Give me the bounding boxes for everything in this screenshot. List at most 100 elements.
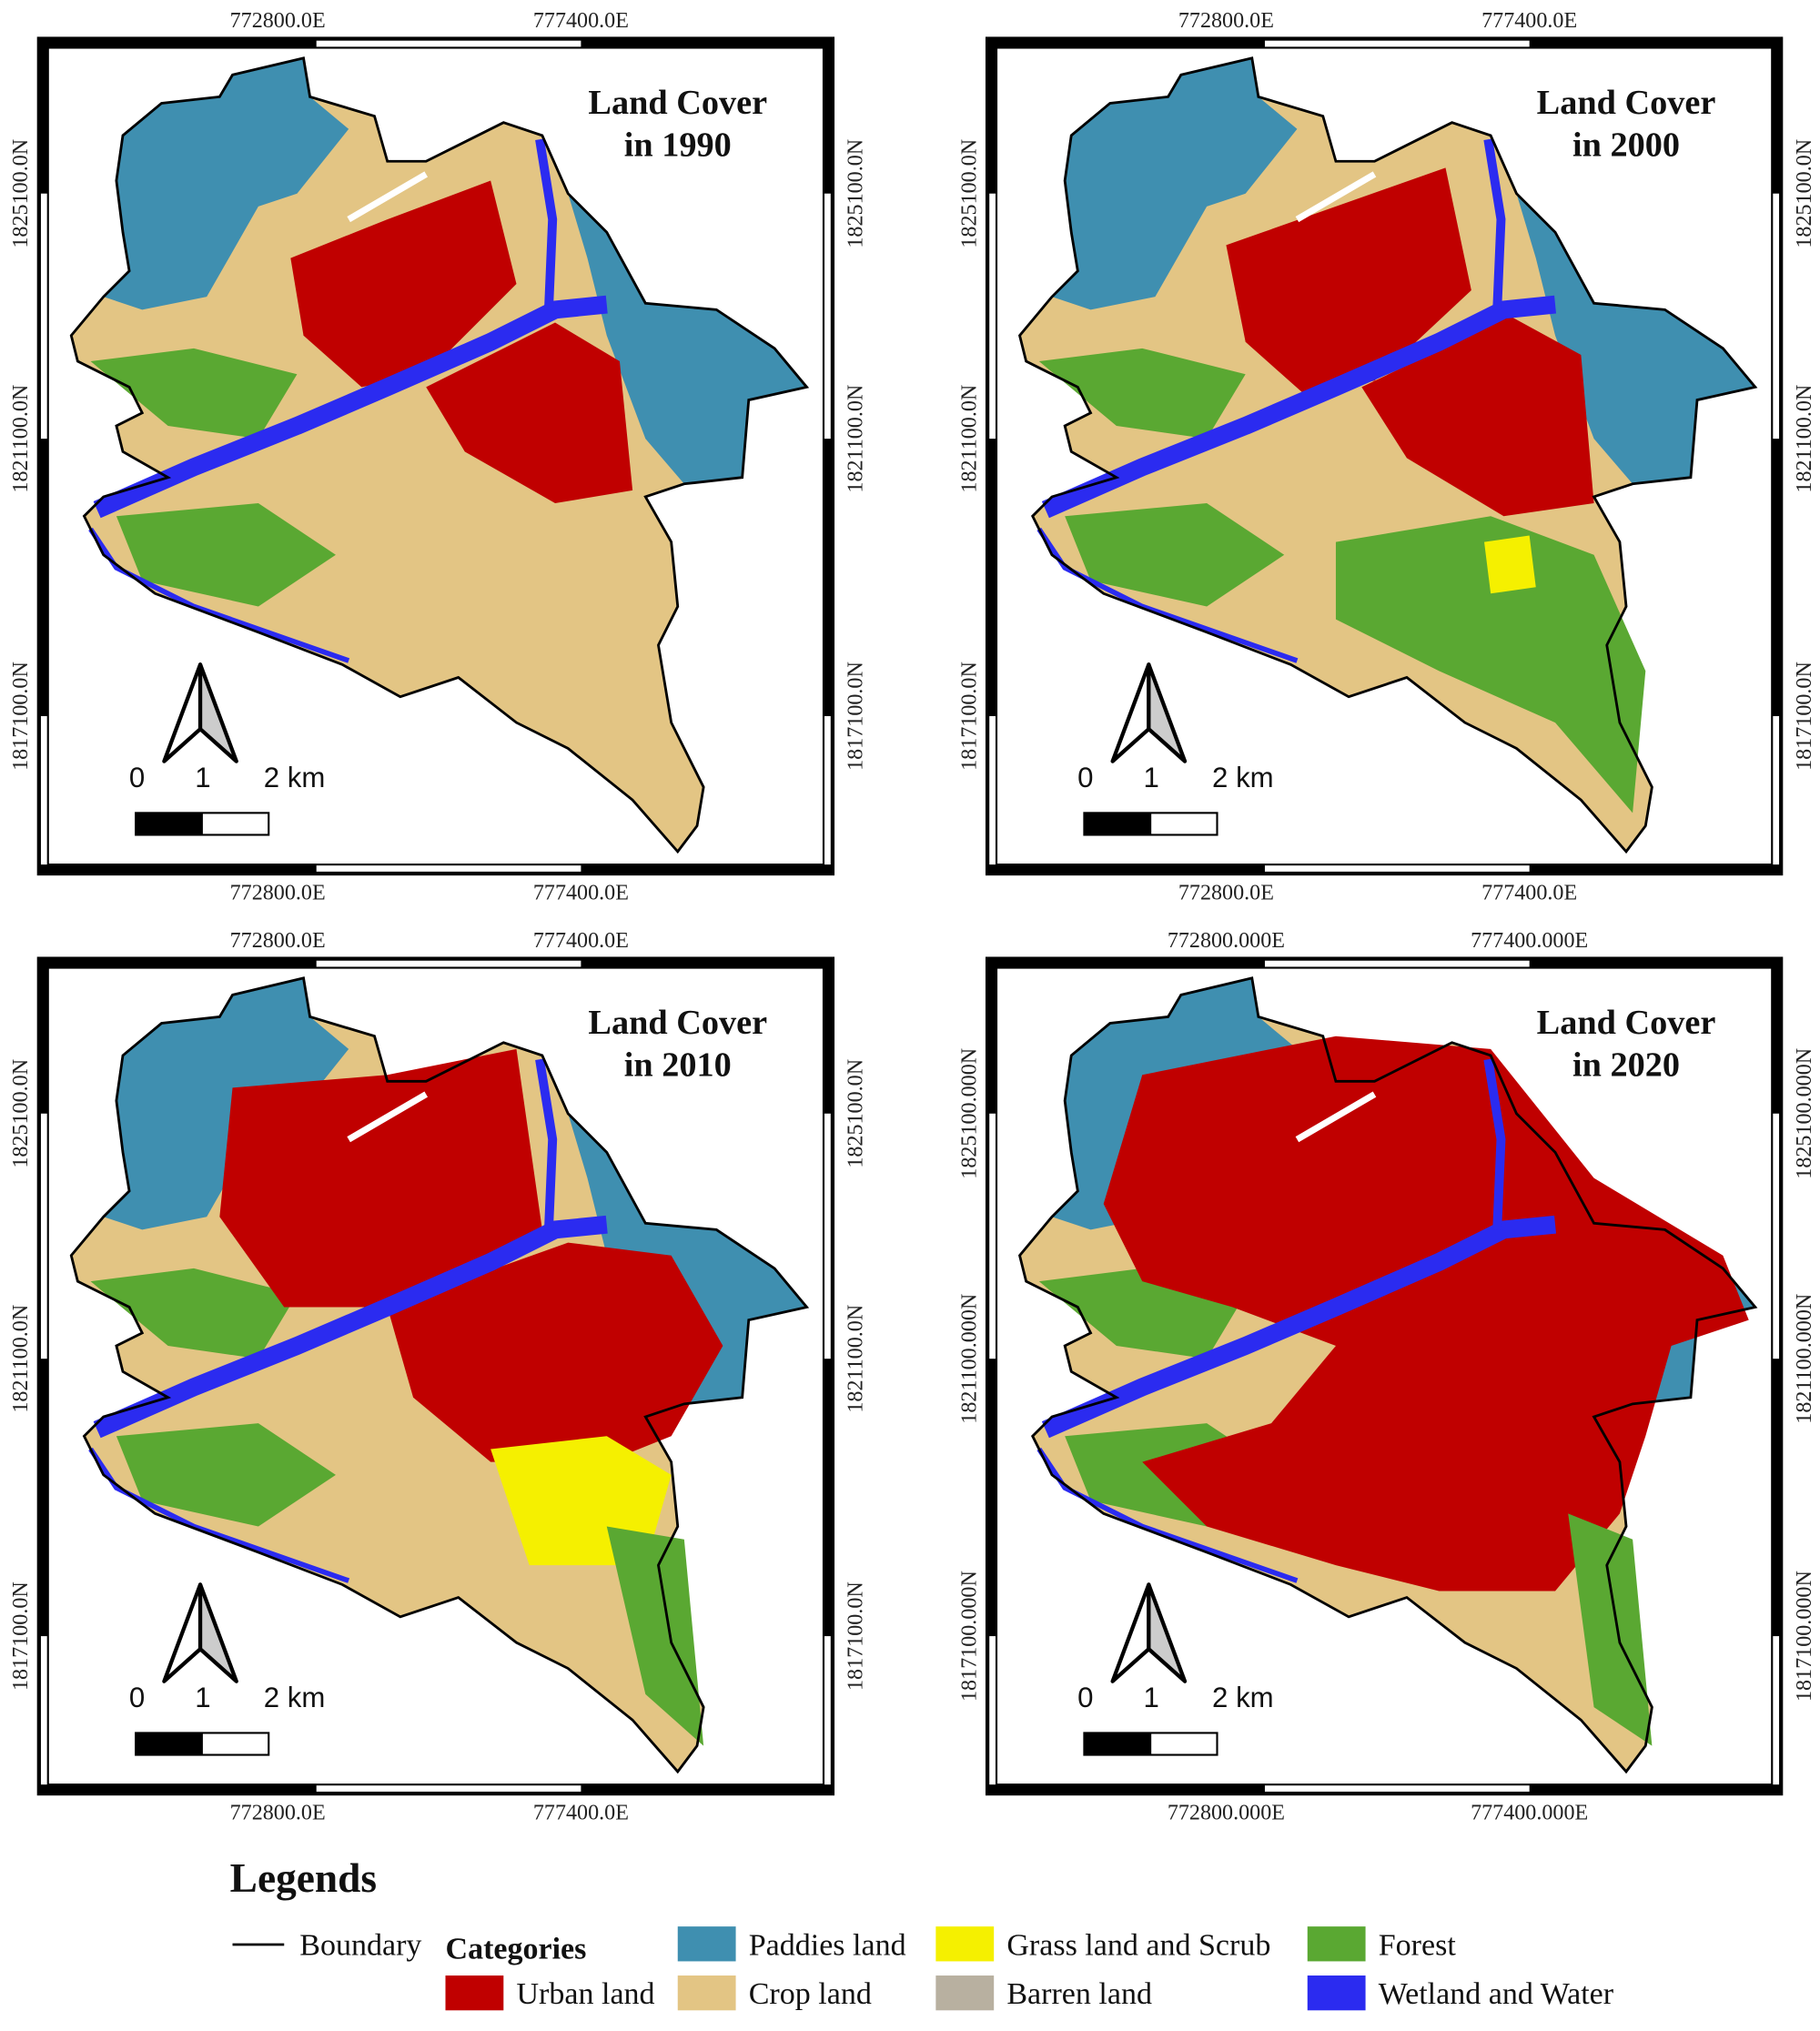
- x-coord-label: 772800.0E: [230, 881, 326, 904]
- x-coord-label: 777400.0E: [533, 881, 629, 904]
- x-coord-label: 777400.0E: [533, 1801, 629, 1824]
- y-coord-label: 1825100.0N: [957, 139, 981, 248]
- y-coord-label: 1821100.0N: [844, 1305, 868, 1413]
- frame-tick: [581, 864, 833, 874]
- legend-label: Categories: [446, 1933, 587, 1966]
- frame-tick: [987, 864, 1265, 874]
- x-coord-label: 772800.000E: [1168, 1801, 1285, 1824]
- frame-tick: [581, 958, 833, 968]
- frame-tick: [987, 38, 997, 194]
- scale-label: 2 km: [264, 1682, 326, 1713]
- frame-tick: [1772, 439, 1782, 717]
- x-coord-label: 777400.0E: [1481, 881, 1577, 904]
- frame-tick: [1529, 38, 1782, 48]
- frame-tick: [581, 1784, 833, 1794]
- legend-label: Crop land: [749, 1977, 872, 2011]
- legend-swatch: [677, 1975, 736, 2011]
- y-coord-label: 1825100.0N: [9, 1059, 33, 1168]
- y-coord-label: 1825100.000N: [1793, 1048, 1816, 1179]
- legend-label: Grass land and Scrub: [1006, 1928, 1270, 1962]
- frame-tick: [1772, 1359, 1782, 1637]
- frame-tick: [38, 958, 317, 968]
- x-coord-label: 772800.0E: [230, 929, 326, 953]
- y-coord-label: 1817100.0N: [9, 1581, 33, 1691]
- frame-tick: [823, 439, 833, 717]
- y-coord-label: 1821100.000N: [957, 1294, 981, 1424]
- x-coord-label: 777400.000E: [1471, 1801, 1588, 1824]
- y-coord-label: 1825100.0N: [844, 1059, 868, 1168]
- scale-bar-fill: [1084, 1733, 1152, 1755]
- scale-label: 0: [1077, 762, 1093, 793]
- frame-tick: [38, 1784, 317, 1794]
- y-coord-label: 1817100.0N: [1793, 662, 1816, 771]
- map-panel: Land Cover in 2010 772800.0E 772800.0E 77740…: [9, 929, 867, 1825]
- y-coord-label: 1817100.000N: [957, 1571, 981, 1702]
- x-coord-label: 772800.000E: [1168, 929, 1285, 953]
- y-coord-label: 1825100.0N: [9, 139, 33, 248]
- y-coord-label: 1825100.0N: [844, 139, 868, 248]
- legend-swatch: [935, 1975, 995, 2011]
- legend-swatch: [935, 1926, 995, 1962]
- frame-tick: [38, 1359, 48, 1637]
- legend-swatch: [677, 1926, 736, 1962]
- scale-label: 1: [1143, 1682, 1158, 1713]
- frame-tick: [987, 1359, 997, 1637]
- map-title: Land Cover: [588, 1004, 767, 1042]
- y-coord-label: 1821100.0N: [1793, 385, 1816, 493]
- x-coord-label: 777400.0E: [1481, 9, 1577, 33]
- x-coord-label: 772800.0E: [1178, 9, 1274, 33]
- frame-tick: [987, 958, 1265, 968]
- scale-bar-fill: [1084, 813, 1152, 835]
- frame-tick: [1529, 958, 1782, 968]
- legend-label: Urban land: [516, 1977, 654, 2011]
- map-title: in 2010: [624, 1046, 732, 1085]
- frame-tick: [987, 1784, 1265, 1794]
- y-coord-label: 1821100.0N: [844, 385, 868, 493]
- map-title: Land Cover: [588, 84, 767, 122]
- y-coord-label: 1817100.0N: [9, 662, 33, 771]
- map-panel: Land Cover in 2020 772800.000E 772800.000E 7…: [957, 929, 1815, 1825]
- legend-swatch: [1307, 1926, 1366, 1962]
- scale-bar-fill: [136, 1733, 203, 1755]
- y-coord-label: 1817100.0N: [844, 1581, 868, 1691]
- map-title: Land Cover: [1537, 84, 1716, 122]
- frame-tick: [987, 439, 997, 717]
- map-title: in 2020: [1572, 1046, 1680, 1085]
- scale-label: 1: [1143, 762, 1158, 793]
- map-title: Land Cover: [1537, 1004, 1716, 1042]
- scale-label: 2 km: [264, 762, 326, 793]
- x-coord-label: 777400.000E: [1471, 929, 1588, 953]
- x-coord-label: 777400.0E: [533, 929, 629, 953]
- frame-tick: [38, 864, 317, 874]
- legend-label: Wetland and Water: [1379, 1977, 1614, 2011]
- y-coord-label: 1821100.0N: [9, 1305, 33, 1413]
- y-coord-label: 1825100.0N: [1793, 139, 1816, 248]
- y-coord-label: 1817100.0N: [957, 662, 981, 771]
- scale-label: 2 km: [1212, 762, 1274, 793]
- legend-label: Paddies land: [749, 1928, 906, 1962]
- frame-tick: [823, 958, 833, 1114]
- y-coord-label: 1821100.0N: [9, 385, 33, 493]
- x-coord-label: 777400.0E: [533, 9, 629, 33]
- frame-tick: [1529, 864, 1782, 874]
- frame-tick: [1772, 958, 1782, 1114]
- frame-tick: [38, 38, 48, 194]
- scale-label: 0: [129, 1682, 145, 1713]
- legend-swatch: [1307, 1975, 1366, 2011]
- y-coord-label: 1817100.0N: [844, 662, 868, 771]
- legend-label: Forest: [1379, 1928, 1457, 1962]
- y-coord-label: 1825100.000N: [957, 1048, 981, 1179]
- scale-bar-fill: [136, 813, 203, 835]
- frame-tick: [38, 439, 48, 717]
- legend-label: Boundary: [299, 1928, 421, 1962]
- frame-tick: [1529, 1784, 1782, 1794]
- x-coord-label: 772800.0E: [230, 9, 326, 33]
- map-title: in 1990: [624, 126, 732, 165]
- legend-label: Barren land: [1006, 1977, 1152, 2011]
- scale-label: 1: [195, 1682, 210, 1713]
- frame-tick: [823, 1359, 833, 1637]
- map-panel: Land Cover in 1990 772800.0E 772800.0E 77740…: [9, 9, 867, 905]
- frame-tick: [38, 958, 48, 1114]
- y-coord-label: 1817100.000N: [1793, 1571, 1816, 1702]
